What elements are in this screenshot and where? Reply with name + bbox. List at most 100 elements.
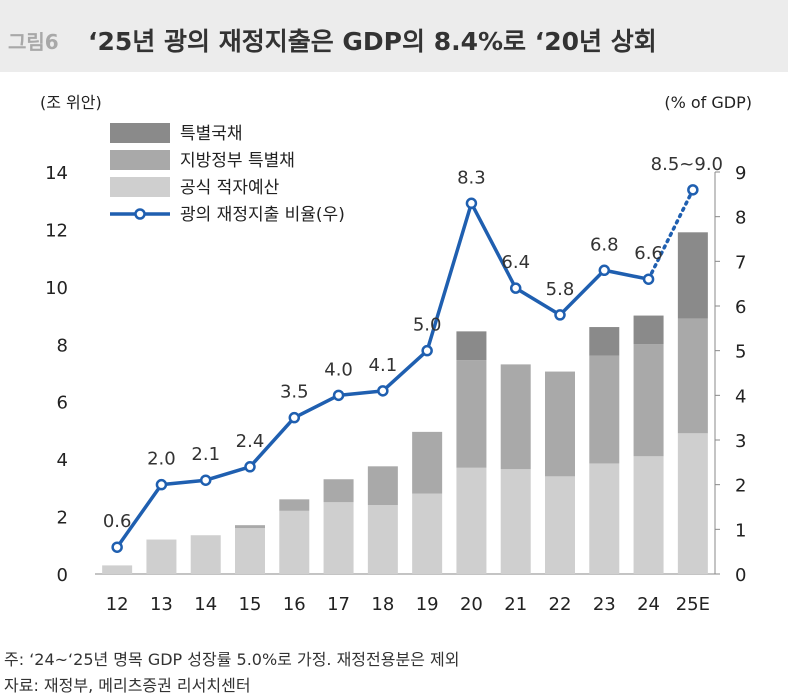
legend-label: 특별국채: [180, 124, 243, 144]
footnote: 주: ‘24~‘25년 명목 GDP 성장률 5.0%로 가정. 재정전용분은 …: [4, 650, 460, 669]
figure-title: ‘25년 광의 재정지출은 GDP의 8.4%로 ‘20년 상회: [88, 27, 657, 56]
title-bar: 그림6 ‘25년 광의 재정지출은 GDP의 8.4%로 ‘20년 상회: [0, 0, 788, 72]
right-tick-label: 6: [735, 297, 746, 318]
category-label: 22: [549, 594, 572, 615]
bar-segment: [500, 364, 531, 470]
left-tick-label: 14: [45, 163, 68, 184]
ratio-data-label: 8.3: [457, 167, 486, 188]
bar-segment: [190, 535, 221, 574]
bar-segment: [589, 327, 620, 356]
bar-segment: [456, 360, 487, 468]
source-note: 자료: 재정부, 메리츠증권 리서치센터: [4, 676, 251, 695]
left-tick-label: 4: [57, 450, 68, 471]
bar-segment: [677, 318, 708, 434]
bar-segment: [545, 371, 575, 477]
bar-segment: [367, 466, 398, 506]
ratio-data-label: 6.8: [590, 234, 619, 255]
category-label: 15: [239, 594, 262, 615]
ratio-marker: [244, 461, 256, 473]
ratio-data-label: 5.0: [413, 315, 442, 336]
bar-segment: [677, 433, 708, 574]
right-axis-unit: (% of GDP): [664, 93, 752, 112]
ratio-marker: [687, 184, 699, 196]
bar-segment: [235, 525, 265, 529]
ratio-line-projection: [646, 188, 695, 281]
bar-segment: [102, 565, 133, 574]
right-tick-label: 3: [735, 431, 746, 452]
category-label: 25E: [676, 594, 710, 615]
bar-segment: [235, 528, 265, 574]
ratio-marker: [288, 411, 301, 424]
ratio-marker: [509, 282, 522, 294]
bar-segment: [589, 463, 620, 574]
ratio-data-label: 2.4: [236, 431, 265, 452]
right-tick-label: 5: [735, 342, 746, 363]
legend-swatch: [110, 123, 170, 143]
figure-label: 그림6: [8, 30, 59, 54]
ratio-data-label: 8.5~9.0: [651, 154, 723, 175]
bar-segment: [545, 476, 575, 574]
category-label: 21: [504, 594, 527, 615]
right-tick-label: 2: [735, 476, 746, 497]
ratio-marker: [598, 264, 611, 277]
ratio-data-label: 0.6: [103, 511, 132, 532]
category-label: 12: [106, 594, 129, 615]
category-label: 20: [460, 594, 483, 615]
legend-swatch: [110, 150, 170, 170]
ratio-data-label: 2.1: [191, 444, 220, 465]
category-label: 18: [371, 594, 394, 615]
category-label: 23: [593, 594, 616, 615]
ratio-data-label: 4.1: [369, 355, 398, 376]
right-tick-label: 1: [735, 520, 746, 541]
bar-segment: [633, 315, 664, 345]
ratio-marker: [554, 309, 566, 321]
right-tick-label: 7: [735, 252, 746, 273]
ratio-marker: [199, 474, 212, 486]
category-label: 13: [150, 594, 173, 615]
legend-label: 광의 재정지출 비율(우): [180, 205, 345, 225]
bar-segment: [589, 355, 620, 464]
bar-segment: [412, 431, 443, 494]
bar-segment: [677, 232, 708, 319]
legend-marker-swatch: [134, 208, 146, 220]
ratio-marker: [332, 389, 345, 402]
ratio-marker: [465, 197, 478, 210]
bar-segment: [412, 493, 443, 574]
right-tick-label: 4: [735, 386, 746, 407]
bar-segment: [146, 539, 177, 574]
legend-label: 지방정부 특별채: [180, 151, 295, 171]
bar-segment: [500, 469, 531, 574]
ratio-data-label: 4.0: [324, 359, 353, 380]
left-axis-unit: (조 위안): [40, 93, 102, 112]
left-tick-label: 8: [57, 335, 68, 356]
ratio-data-label: 5.8: [546, 279, 575, 300]
ratio-marker: [421, 344, 433, 357]
category-label: 14: [194, 594, 217, 615]
bar-segment: [456, 331, 487, 361]
bar-segment: [323, 479, 354, 503]
right-tick-label: 9: [735, 163, 746, 184]
bar-segment: [456, 467, 487, 574]
legend-label: 공식 적자예산: [180, 178, 280, 198]
category-label: 24: [637, 594, 660, 615]
bar-segment: [367, 505, 398, 574]
legend-swatch: [110, 177, 170, 197]
ratio-marker: [155, 478, 168, 491]
ratio-data-label: 6.6: [634, 243, 663, 264]
right-tick-label: 0: [735, 565, 746, 586]
ratio-marker: [642, 273, 655, 285]
left-tick-label: 6: [57, 393, 68, 414]
bar-segment: [633, 344, 664, 457]
category-label: 16: [283, 594, 306, 615]
right-tick-label: 8: [735, 208, 746, 229]
bar-segment: [633, 456, 664, 574]
bar-segment: [279, 510, 310, 574]
left-tick-label: 10: [45, 278, 68, 299]
ratio-data-label: 3.5: [280, 382, 309, 403]
ratio-marker: [111, 541, 123, 553]
category-label: 19: [416, 594, 439, 615]
left-tick-label: 12: [45, 220, 68, 241]
ratio-data-label: 2.0: [147, 449, 176, 470]
category-label: 17: [327, 594, 350, 615]
